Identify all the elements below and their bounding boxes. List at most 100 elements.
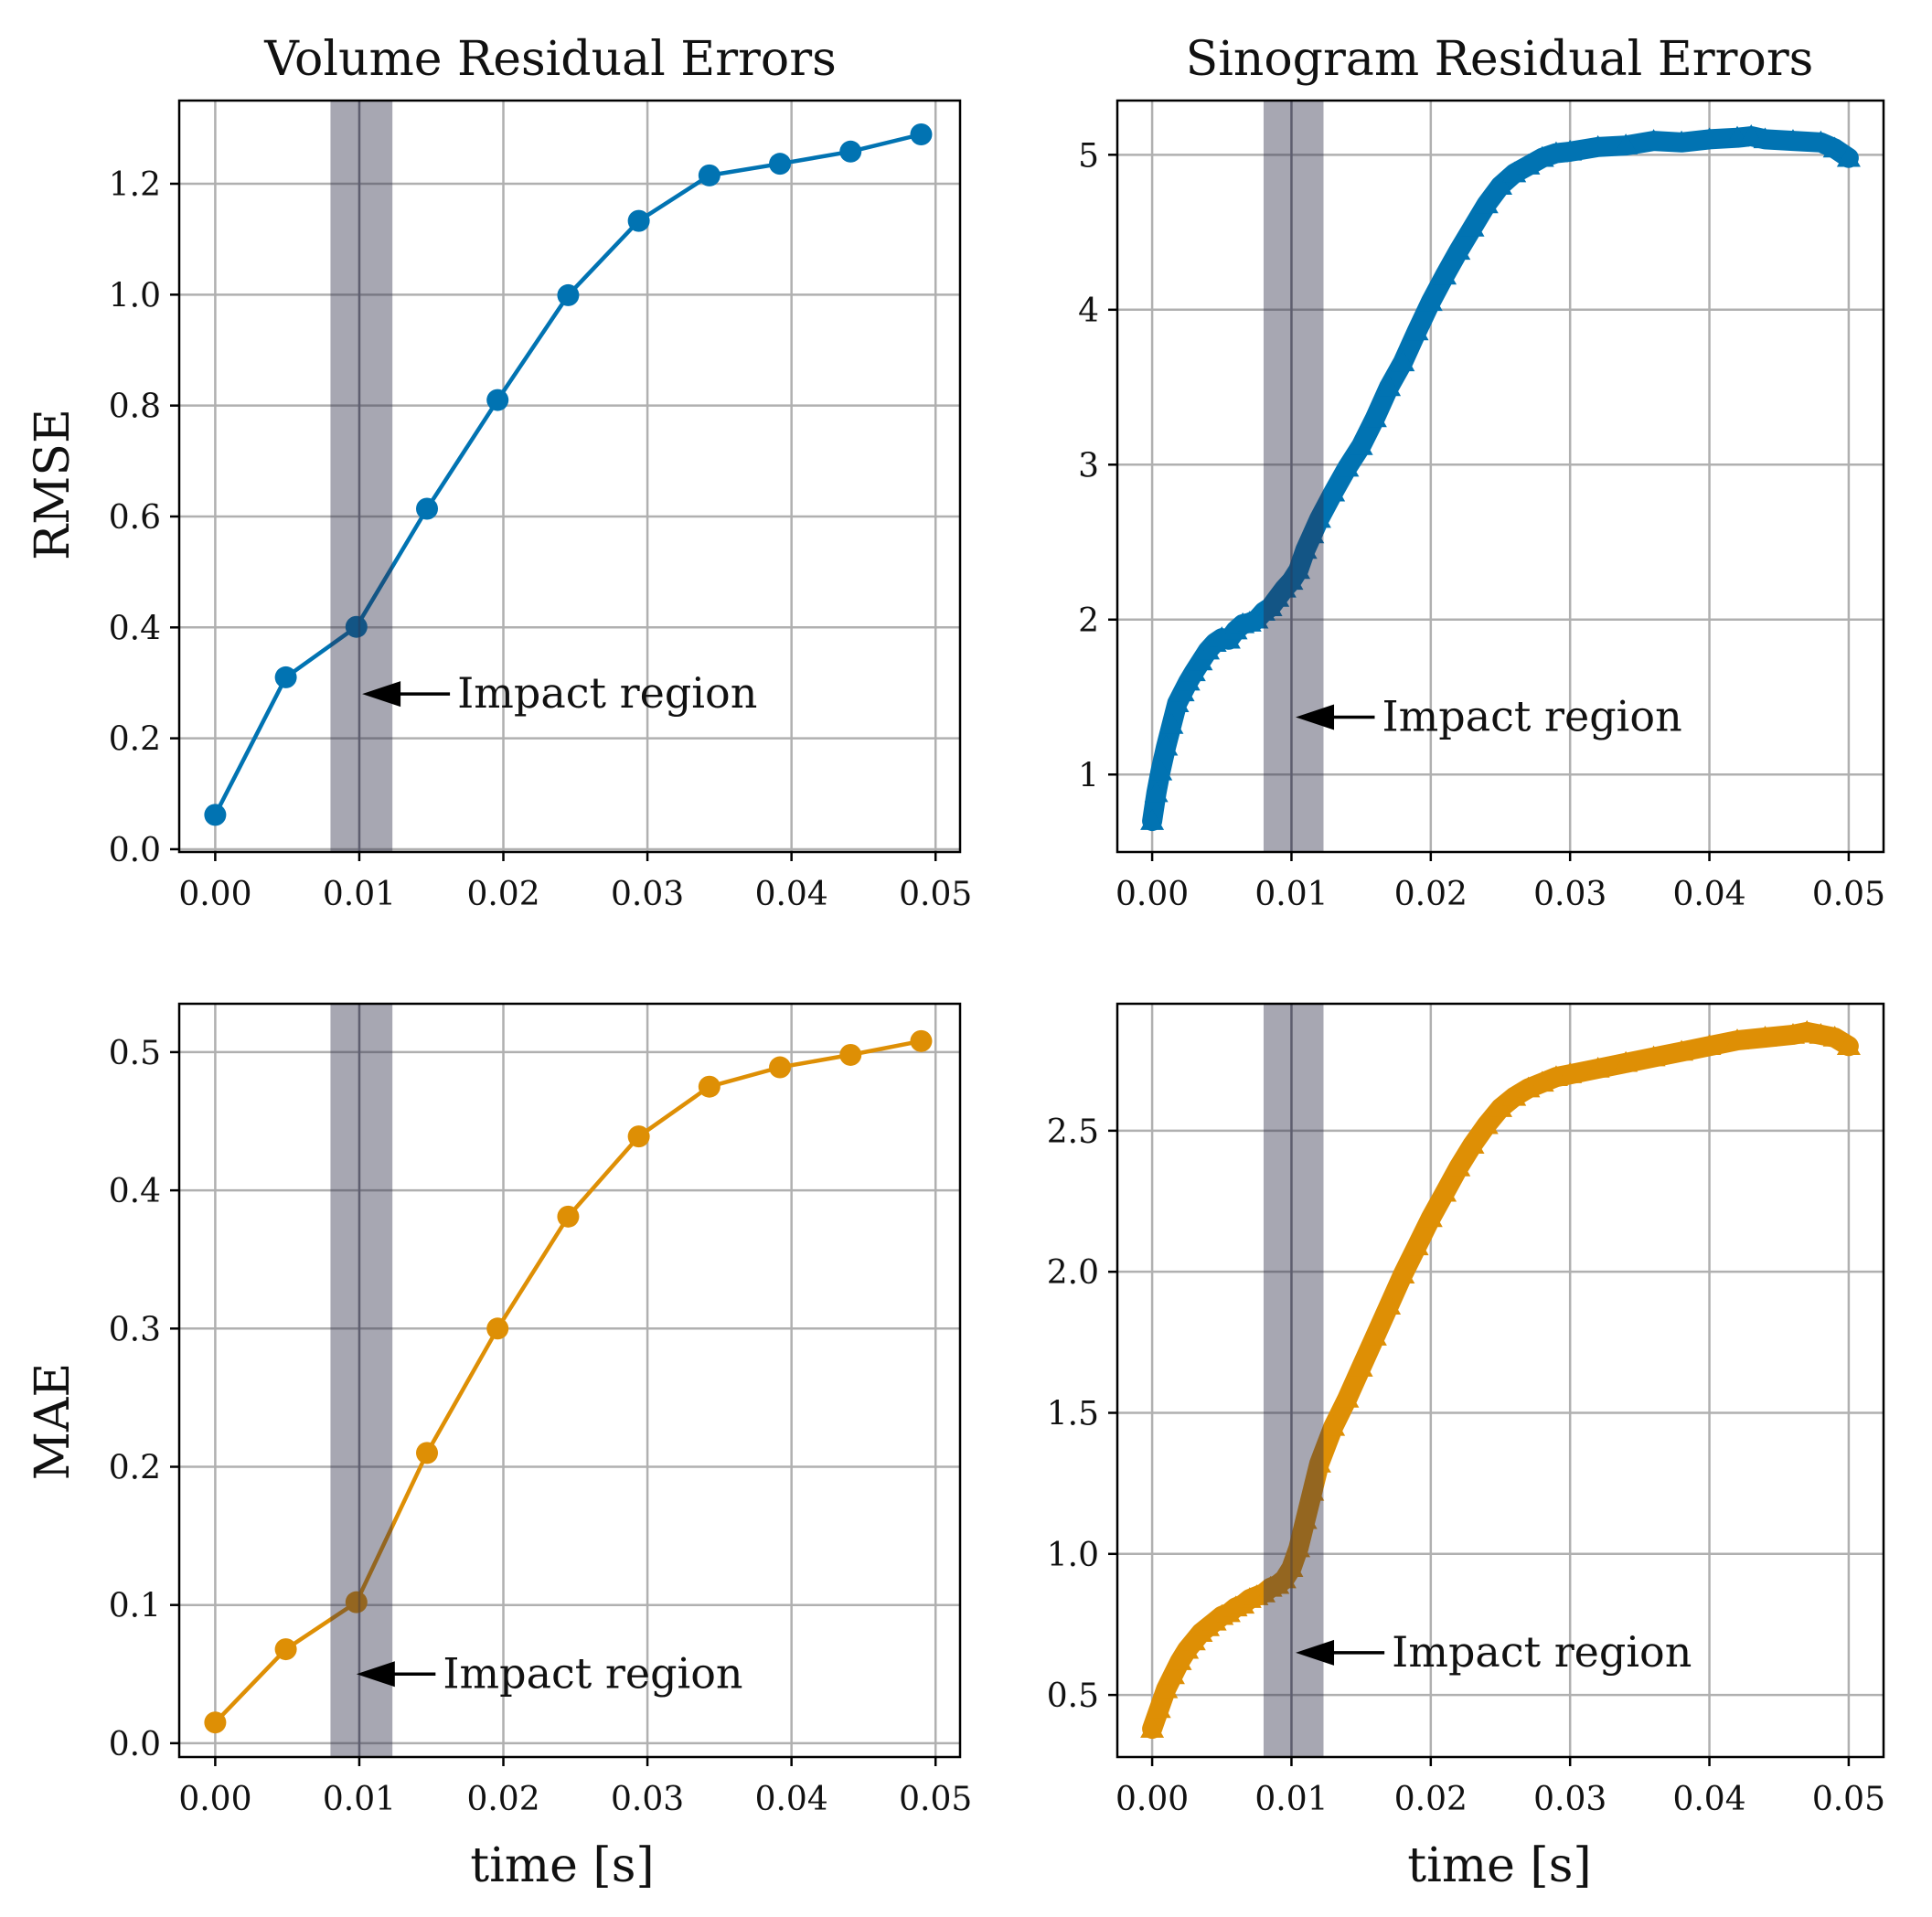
data-point bbox=[1418, 290, 1443, 312]
x-tick-label: 0.02 bbox=[1394, 876, 1468, 913]
annotation-label: Impact region bbox=[443, 1648, 742, 1698]
data-point bbox=[1154, 734, 1179, 756]
data-point bbox=[1293, 1507, 1318, 1529]
data-point bbox=[1809, 1022, 1833, 1044]
data-point bbox=[274, 1638, 297, 1661]
data-point bbox=[1165, 691, 1190, 713]
data-point bbox=[910, 123, 933, 146]
mae-axis-label: MAE bbox=[26, 1363, 80, 1481]
data-point bbox=[1300, 522, 1325, 544]
data-point bbox=[839, 1043, 862, 1066]
data-point bbox=[1307, 506, 1331, 528]
x-tick-label: 0.04 bbox=[1672, 1781, 1745, 1818]
impact-region-band bbox=[1263, 101, 1324, 852]
data-point bbox=[1516, 1076, 1541, 1098]
data-point bbox=[204, 804, 227, 826]
x-tick-label: 0.00 bbox=[1115, 1781, 1189, 1818]
axes-frame bbox=[1115, 99, 1885, 854]
impact-region-band bbox=[1263, 1004, 1324, 1757]
data-point bbox=[345, 615, 368, 638]
data-point bbox=[1670, 130, 1694, 152]
annotation-arrow-head bbox=[362, 681, 401, 708]
data-point bbox=[1739, 123, 1764, 145]
data-point bbox=[1140, 809, 1165, 830]
data-point bbox=[769, 1056, 792, 1079]
data-point bbox=[1753, 127, 1777, 149]
y-tick-label: 0.2 bbox=[109, 1449, 161, 1486]
data-point bbox=[1362, 406, 1387, 428]
axes-frame bbox=[177, 99, 962, 854]
data-point bbox=[1614, 1050, 1638, 1072]
data-point bbox=[1335, 1387, 1360, 1408]
y-tick-label: 0.1 bbox=[109, 1588, 161, 1625]
y-tick-label: 0.0 bbox=[109, 832, 161, 869]
data-point bbox=[204, 1711, 227, 1734]
time-axis-label-left: time [s] bbox=[470, 1838, 654, 1893]
time-axis-label-right: time [s] bbox=[1407, 1838, 1591, 1893]
data-point bbox=[1404, 319, 1429, 341]
y-tick-label: 0.4 bbox=[109, 610, 161, 647]
data-point bbox=[1822, 1026, 1847, 1047]
y-tick-label: 0.5 bbox=[1047, 1677, 1099, 1715]
data-point bbox=[1286, 1536, 1311, 1558]
y-tick-label: 1 bbox=[1078, 757, 1099, 794]
data-point bbox=[1147, 1697, 1171, 1719]
y-tick-label: 0.3 bbox=[109, 1311, 161, 1348]
data-point bbox=[274, 666, 297, 688]
y-tick-label: 3 bbox=[1078, 447, 1099, 485]
y-tick-label: 1.5 bbox=[1047, 1395, 1099, 1432]
y-tick-label: 2 bbox=[1078, 602, 1099, 640]
annotation-arrow-head bbox=[356, 1661, 395, 1688]
y-tick-label: 4 bbox=[1078, 293, 1099, 330]
panel-volume-mae: 0.00 0.01 0.02 0.03 0.04 0.05 0.0 0.1 0.2 0.3 0.4 0… bbox=[109, 1002, 972, 1818]
data-point bbox=[1502, 161, 1527, 183]
data-point bbox=[557, 1205, 580, 1228]
data-point bbox=[1502, 1084, 1527, 1106]
x-tick-label: 0.01 bbox=[1254, 876, 1328, 913]
x-tick-label: 0.04 bbox=[1672, 876, 1745, 913]
data-point bbox=[1433, 1180, 1457, 1202]
series-line bbox=[213, 1038, 923, 1725]
data-point bbox=[345, 1591, 368, 1613]
data-point bbox=[1418, 1206, 1443, 1228]
data-point bbox=[1189, 649, 1213, 671]
data-point bbox=[1286, 558, 1311, 580]
data-point bbox=[1697, 1034, 1722, 1056]
data-point bbox=[1530, 1070, 1554, 1092]
data-point bbox=[1160, 1663, 1185, 1685]
data-point bbox=[1349, 1356, 1373, 1377]
data-point bbox=[1377, 1294, 1402, 1315]
y-tick-label: 0.6 bbox=[109, 499, 161, 537]
panel-sinogram-rmse: 0.00 0.01 0.02 0.03 0.04 0.05 1 2 3 4 5 Impact regi… bbox=[1078, 99, 1885, 913]
axes-frame bbox=[1115, 1002, 1885, 1759]
x-tick-label: 0.01 bbox=[1254, 1781, 1328, 1818]
x-tick-label: 0.02 bbox=[466, 876, 539, 913]
impact-region-band bbox=[330, 101, 393, 852]
data-point bbox=[1697, 127, 1722, 149]
data-point bbox=[486, 1317, 509, 1340]
data-point bbox=[1585, 1056, 1610, 1078]
annotation-label: Impact region bbox=[457, 668, 757, 718]
data-point bbox=[1272, 1567, 1297, 1589]
x-tick-label: 0.01 bbox=[323, 876, 396, 913]
data-point bbox=[1404, 1234, 1429, 1256]
y-tick-label: 0.5 bbox=[109, 1035, 161, 1072]
y-tick-label: 5 bbox=[1078, 137, 1099, 175]
data-point bbox=[1836, 145, 1861, 167]
data-point bbox=[1670, 1039, 1694, 1061]
x-tick-label: 0.05 bbox=[899, 876, 972, 913]
data-point bbox=[1391, 350, 1415, 372]
data-point bbox=[1154, 1677, 1179, 1699]
x-tick-label: 0.05 bbox=[1812, 1781, 1885, 1818]
data-point bbox=[1335, 455, 1360, 477]
data-point bbox=[1144, 781, 1169, 803]
data-point bbox=[1558, 1062, 1583, 1083]
panel-volume-rmse: 0.00 0.01 0.02 0.03 0.04 0.05 0.0 0.2 0.4 0.6 0.8 1… bbox=[109, 99, 972, 913]
data-point bbox=[1300, 1479, 1325, 1501]
data-point bbox=[1780, 129, 1805, 150]
data-point bbox=[910, 1029, 933, 1052]
x-tick-label: 0.00 bbox=[1115, 876, 1189, 913]
x-tick-label: 0.03 bbox=[611, 876, 684, 913]
data-point bbox=[1516, 154, 1541, 175]
data-point bbox=[1349, 433, 1373, 455]
